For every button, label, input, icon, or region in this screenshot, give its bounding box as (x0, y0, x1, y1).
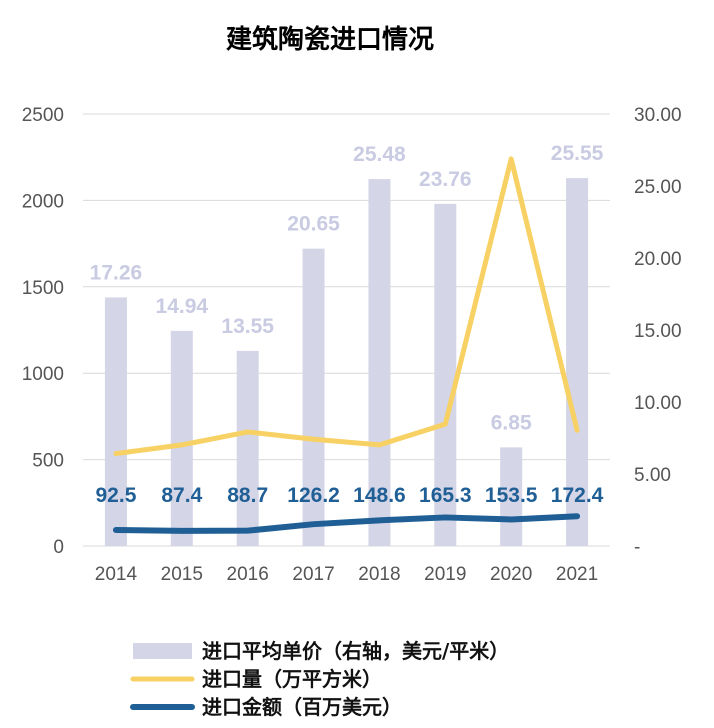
data-labels: 17.26 14.94 13.55 20.65 25.48 23.76 6.85 25.55 9… (90, 142, 604, 507)
amount-data-label: 126.2 (287, 484, 340, 507)
bar-data-label: 25.55 (551, 142, 604, 165)
bar-data-label: 13.55 (221, 315, 274, 338)
bar (170, 330, 193, 546)
y-left-tick-label: 2000 (22, 191, 64, 212)
legend-swatch-bar (133, 643, 192, 659)
x-tick-label: 2021 (556, 564, 598, 585)
bar-data-label: 23.76 (419, 168, 472, 191)
import-volume-line (113, 156, 580, 457)
bar-data-label: 17.26 (90, 261, 143, 284)
bar-data-label: 6.85 (491, 411, 532, 434)
bar-data-label: 14.94 (156, 295, 209, 318)
bar-data-label: 20.65 (287, 213, 340, 236)
bar (368, 179, 391, 546)
bar (104, 297, 127, 546)
y-right-tick-label: - (634, 537, 640, 558)
y-left-tick-label: 2500 (22, 105, 64, 126)
amount-data-label: 148.6 (353, 484, 406, 507)
x-tick-label: 2018 (358, 564, 400, 585)
amount-data-label: 165.3 (419, 484, 472, 507)
legend-label: 进口平均单价（右轴，美元/平米） (202, 639, 509, 663)
x-tick-label: 2019 (424, 564, 466, 585)
bar (302, 248, 325, 546)
line-series (112, 156, 581, 534)
chart-title: 建筑陶瓷进口情况 (226, 24, 434, 55)
bar (434, 203, 457, 546)
x-tick-label: 2017 (292, 564, 334, 585)
x-tick-label: 2014 (95, 564, 138, 585)
y-right-tick-label: 15.00 (634, 321, 682, 342)
y-right-tick-label: 10.00 (634, 393, 682, 414)
bar (236, 350, 259, 546)
y-right-tick-label: 20.00 (634, 249, 682, 270)
y-left-tick-label: 1000 (22, 364, 64, 385)
y-left-tick-label: 1500 (22, 278, 64, 299)
amount-data-label: 87.4 (161, 484, 202, 507)
x-tick-label: 2020 (490, 564, 532, 585)
legend-label: 进口金额（百万美元） (202, 695, 402, 719)
y-right-tick-label: 25.00 (634, 177, 682, 198)
y-left-tick-label: 500 (32, 451, 64, 472)
x-tick-label: 2016 (227, 564, 269, 585)
gridlines (83, 113, 610, 547)
y-left-tick-label: 0 (53, 537, 64, 558)
x-tick-label: 2015 (161, 564, 203, 585)
amount-data-label: 92.5 (96, 484, 137, 507)
bar-data-label: 25.48 (353, 143, 406, 166)
legend-label: 进口量（万平方米） (202, 667, 382, 691)
bar (566, 178, 589, 546)
amount-data-label: 153.5 (485, 484, 538, 507)
legend: 进口平均单价（右轴，美元/平米） 进口量（万平方米） 进口金额（百万美元） (130, 639, 509, 719)
import-amount-line (112, 513, 581, 534)
amount-data-label: 88.7 (227, 484, 268, 507)
y-right-tick-label: 5.00 (634, 465, 671, 486)
y-right-tick-label: 30.00 (634, 105, 682, 126)
amount-data-label: 172.4 (551, 484, 604, 507)
axes: 0 500 1000 1500 2000 2500 - 5.00 10.00 15.00 20.00… (22, 105, 682, 585)
